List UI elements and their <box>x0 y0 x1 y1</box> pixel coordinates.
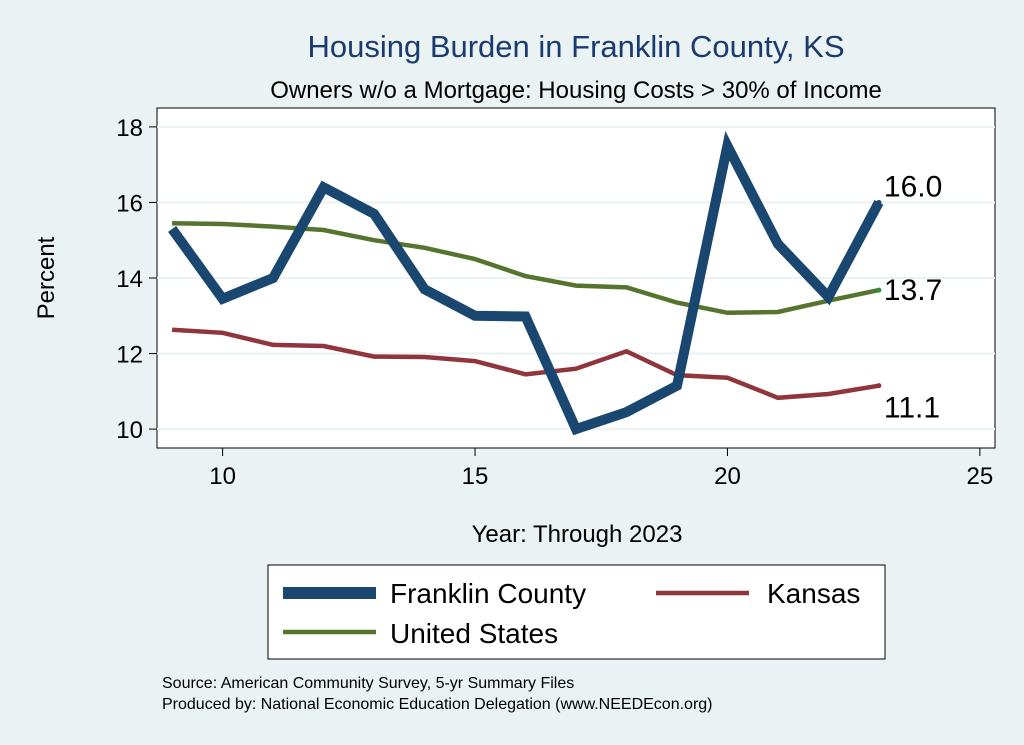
series-line-kansas <box>171 327 880 401</box>
end-point-marker <box>876 199 882 205</box>
legend-box <box>267 564 886 660</box>
end-label-franklin-county: 16.0 <box>884 170 942 203</box>
y-tick-label: 14 <box>116 266 143 293</box>
y-axis-label: Percent <box>33 236 60 319</box>
y-tick-label: 12 <box>116 342 143 369</box>
gridlines <box>157 125 995 431</box>
legend-label-kansas: Kansas <box>767 578 860 609</box>
y-tick-label: 10 <box>116 417 143 444</box>
x-tick-label: 15 <box>462 463 489 490</box>
series-line-united-states <box>172 220 880 316</box>
chart-title: Housing Burden in Franklin County, KS <box>307 29 844 64</box>
x-axis-label: Year: Through 2023 <box>472 521 683 548</box>
legend: Franklin County Kansas United States <box>267 564 886 660</box>
end-point-marker <box>876 287 882 293</box>
end-point-marker <box>876 383 882 389</box>
legend-label-franklin-county: Franklin County <box>390 578 586 609</box>
source-note: Source: American Community Survey, 5-yr … <box>162 675 574 692</box>
x-tick-label: 10 <box>209 463 236 490</box>
series-lines <box>168 130 884 436</box>
x-tick-label: 20 <box>714 463 741 490</box>
legend-label-united-states: United States <box>390 618 558 649</box>
end-label-kansas: 11.1 <box>884 392 940 425</box>
chart-subtitle: Owners w/o a Mortgage: Housing Costs > 3… <box>270 77 882 104</box>
y-tick-label: 18 <box>116 115 143 142</box>
axes <box>149 126 981 456</box>
end-labels: 16.0 11.1 13.7 <box>876 170 942 425</box>
end-label-united-states: 13.7 <box>884 274 942 307</box>
series-line-franklin-county <box>168 130 884 436</box>
y-tick-label: 16 <box>116 190 143 217</box>
x-tick-label: 25 <box>967 463 994 490</box>
tick-labels: 10 12 14 16 18 10 15 20 25 <box>116 115 993 490</box>
producer-note: Produced by: National Economic Education… <box>162 696 713 713</box>
